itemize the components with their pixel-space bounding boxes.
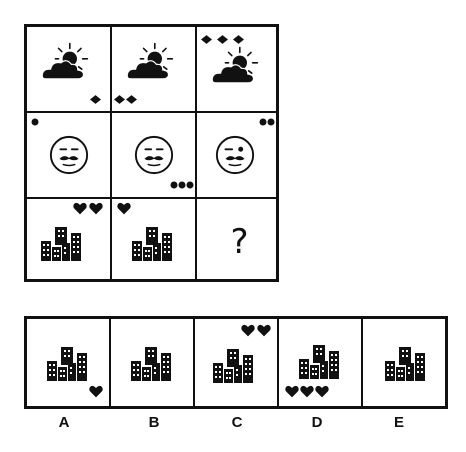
option-a[interactable]	[27, 319, 109, 406]
heart-mark	[89, 385, 103, 398]
question-mark: ?	[230, 222, 249, 262]
heart-mark	[73, 202, 87, 215]
city-buildings-icon	[41, 202, 103, 261]
grid-divider	[110, 27, 112, 279]
city-buildings-icon	[385, 347, 425, 381]
diamond-mark	[126, 95, 137, 104]
option-e[interactable]	[363, 319, 445, 406]
option-divider	[193, 319, 195, 406]
grid-divider	[27, 197, 276, 199]
grid-divider	[27, 111, 276, 113]
option-label-a: A	[58, 414, 70, 431]
heart-mark	[285, 385, 299, 398]
sun-cloud-icon	[201, 35, 259, 84]
option-divider	[361, 319, 363, 406]
city-buildings-icon	[47, 347, 103, 398]
matrix-cell-r3c3-missing: ?	[197, 199, 282, 285]
option-label-b: B	[148, 414, 160, 431]
winking-mustache-face-icon	[215, 118, 275, 175]
matrix-cell-r1c3	[197, 27, 282, 113]
city-buildings-icon	[117, 202, 172, 261]
city-buildings-icon	[131, 347, 171, 381]
heart-mark	[89, 202, 103, 215]
diamond-mark	[90, 95, 101, 104]
option-d[interactable]	[279, 319, 361, 406]
sun-cloud-icon	[41, 42, 101, 104]
matrix-cell-r2c1	[27, 113, 112, 199]
heart-mark	[315, 385, 329, 398]
option-b[interactable]	[111, 319, 193, 406]
grid-divider	[195, 27, 197, 279]
mustache-face-icon	[31, 118, 89, 175]
option-c[interactable]	[195, 319, 277, 406]
heart-mark	[257, 324, 271, 337]
diamond-mark	[114, 95, 125, 104]
city-buildings-icon	[285, 345, 339, 398]
answer-options	[24, 316, 448, 409]
matrix-cell-r1c2	[112, 27, 197, 113]
dot-mark	[259, 118, 267, 126]
mustache-face-icon	[134, 135, 194, 189]
sun-cloud-icon	[114, 42, 174, 104]
matrix-cell-r3c2	[112, 199, 197, 285]
puzzle-matrix: ?	[24, 24, 279, 282]
dot-mark	[186, 181, 194, 189]
option-divider	[109, 319, 111, 406]
diamond-mark	[201, 35, 212, 44]
option-label-c: C	[231, 414, 243, 431]
city-buildings-icon	[213, 324, 271, 383]
matrix-cell-r2c2	[112, 113, 197, 199]
dot-mark	[178, 181, 186, 189]
option-label-e: E	[393, 414, 404, 431]
matrix-cell-r3c1	[27, 199, 112, 285]
heart-mark	[300, 385, 314, 398]
diamond-mark	[233, 35, 244, 44]
dot-mark	[267, 118, 275, 126]
matrix-cell-r1c1	[27, 27, 112, 113]
matrix-cell-r2c3	[197, 113, 282, 199]
dot-mark	[31, 118, 39, 126]
option-divider	[277, 319, 279, 406]
option-label-d: D	[311, 414, 323, 431]
diamond-mark	[217, 35, 228, 44]
heart-mark	[117, 202, 131, 215]
dot-mark	[170, 181, 178, 189]
heart-mark	[241, 324, 255, 337]
